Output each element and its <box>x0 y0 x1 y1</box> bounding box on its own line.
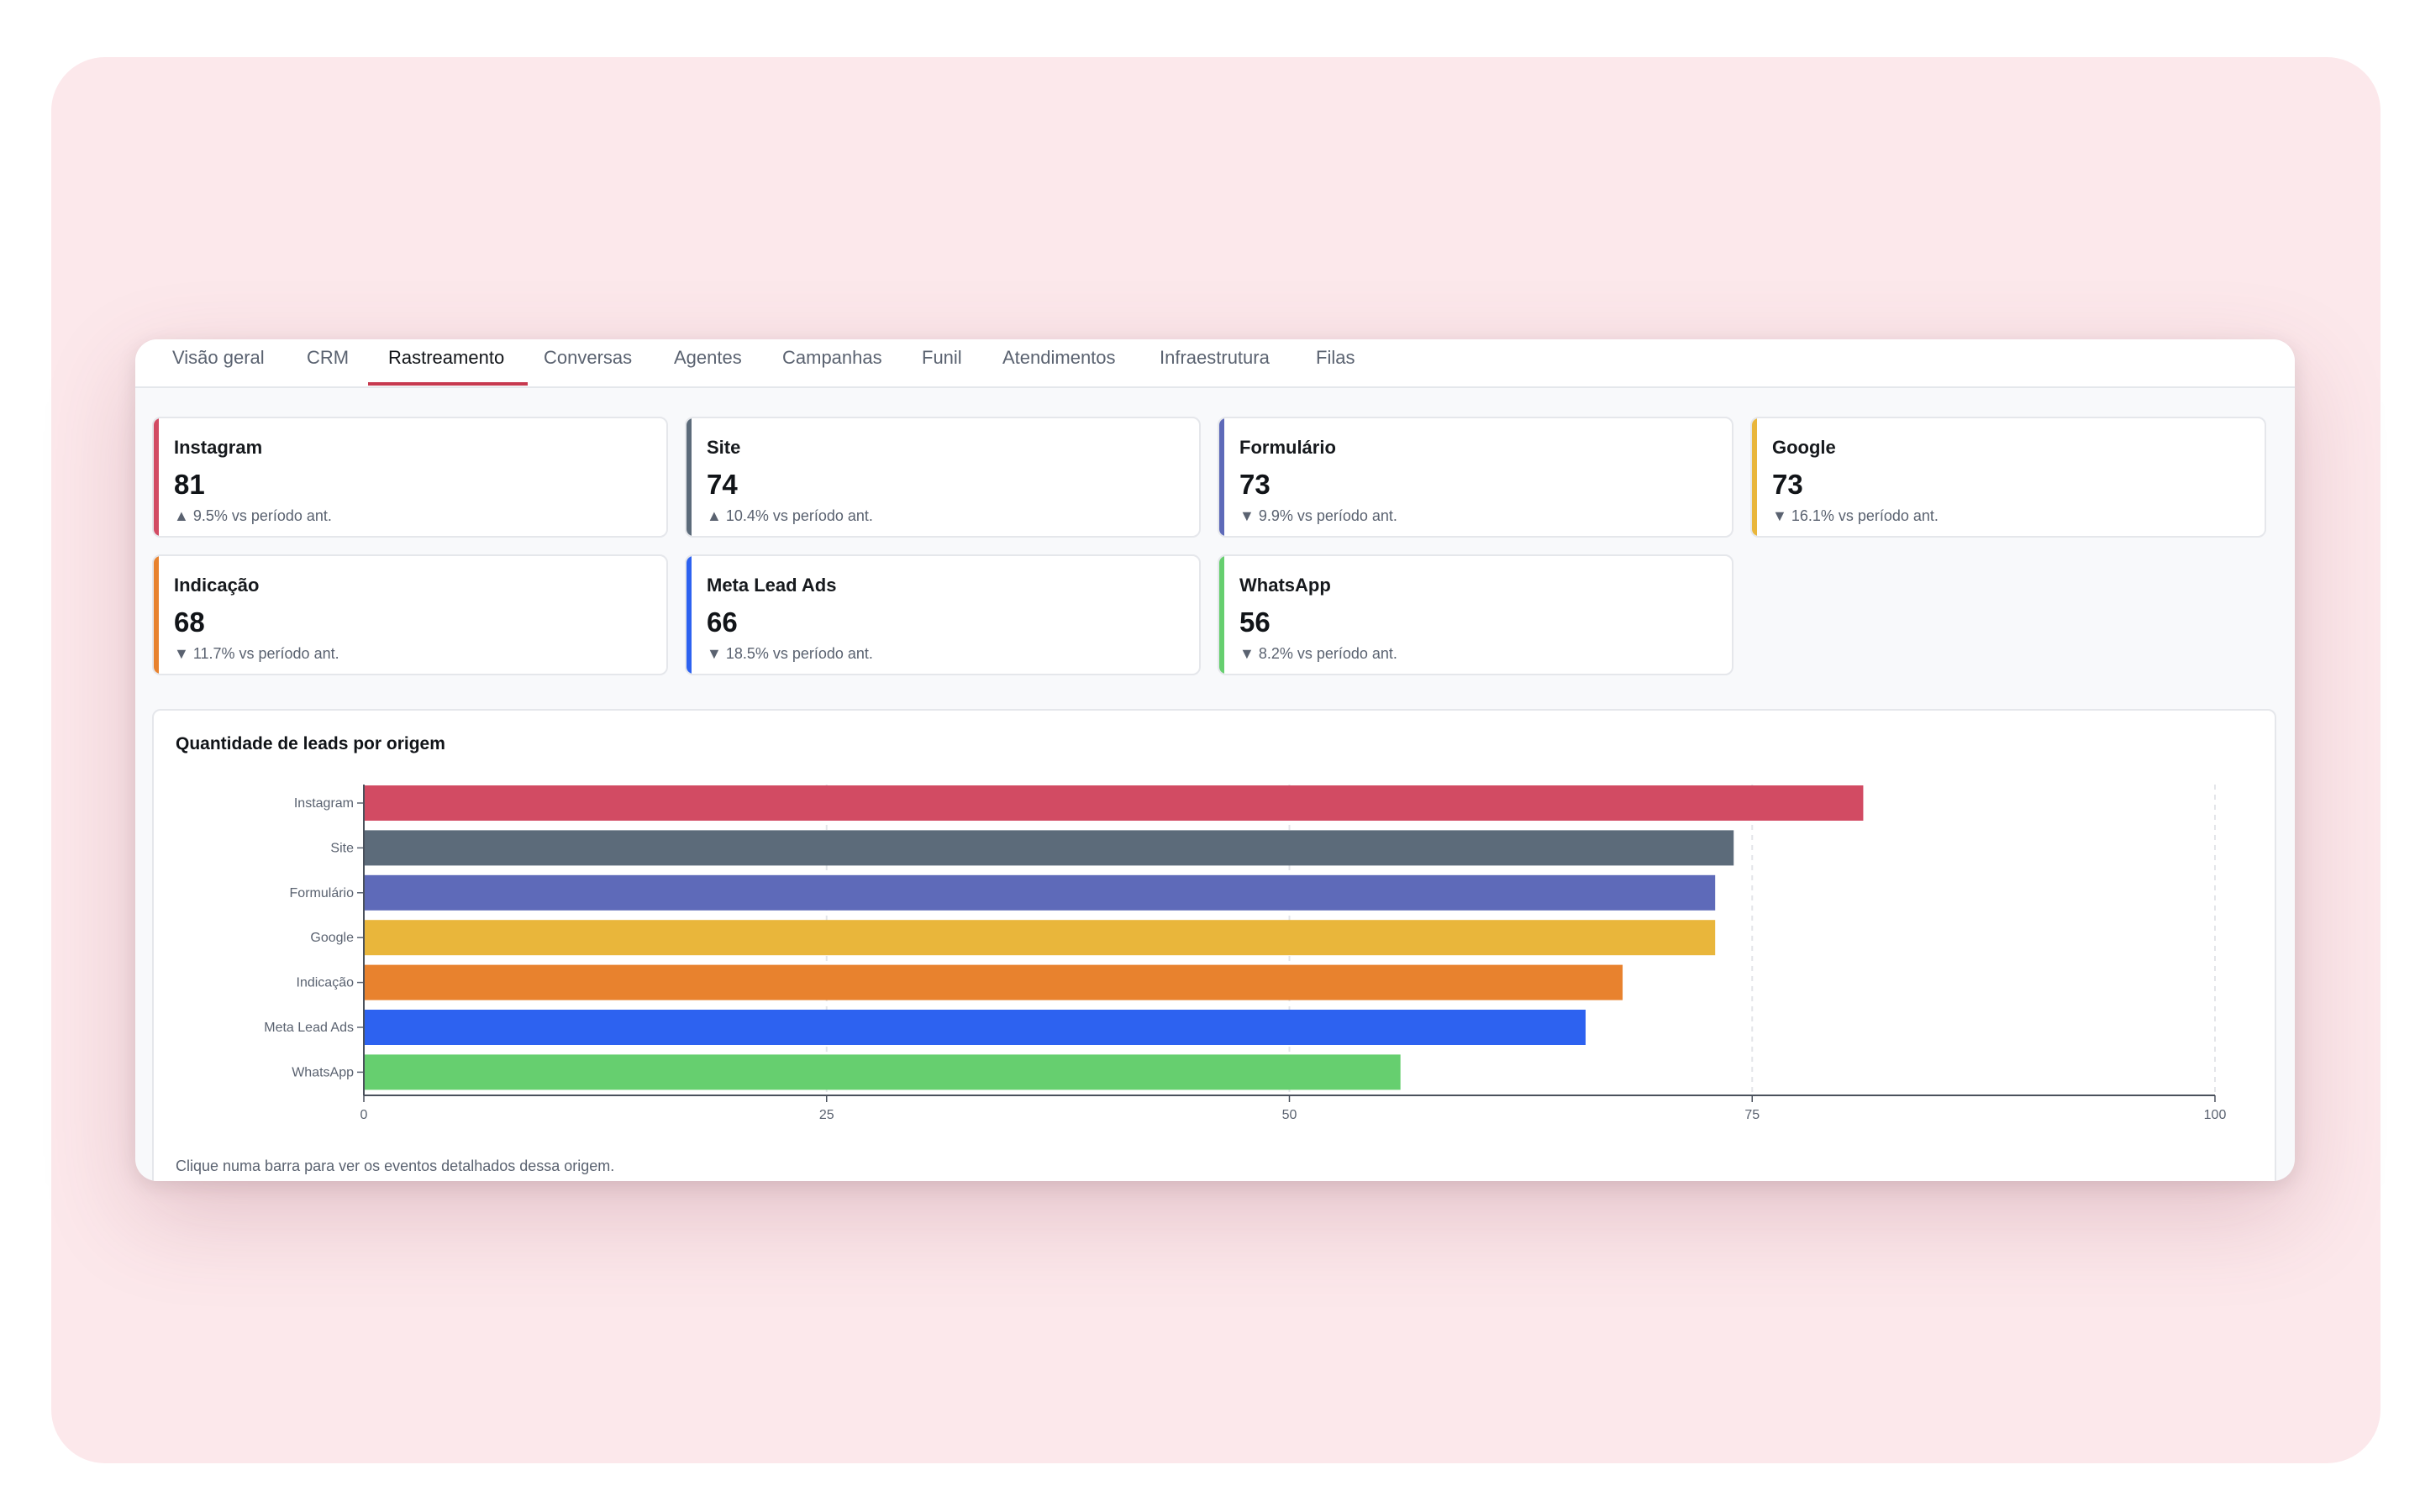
card-value: 68 <box>174 606 205 638</box>
card-delta: ▼ 11.7% vs período ant. <box>174 645 339 662</box>
tab-campanhas[interactable]: Campanhas <box>782 347 882 368</box>
chart-category-label: Meta Lead Ads <box>264 1021 354 1035</box>
chart-bar-meta-lead-ads[interactable] <box>364 1010 1586 1045</box>
card-accent-bar <box>154 418 159 536</box>
card-accent-bar <box>687 556 692 674</box>
kpi-card-google[interactable]: Google 73 ▼ 16.1% vs período ant. <box>1750 417 2266 538</box>
chart-category-label: Indicação <box>297 976 355 990</box>
card-delta: ▼ 18.5% vs período ant. <box>707 645 873 662</box>
chart-hint: Clique numa barra para ver os eventos de… <box>176 1158 615 1174</box>
chart-x-tick-label: 50 <box>1282 1108 1297 1122</box>
card-source-name: Google <box>1772 437 1836 458</box>
chart-x-tick-label: 0 <box>360 1108 368 1122</box>
card-accent-bar <box>687 418 692 536</box>
tab-funil[interactable]: Funil <box>922 347 962 368</box>
card-accent-bar <box>1219 556 1224 674</box>
chart-category-label: WhatsApp <box>292 1065 354 1079</box>
card-source-name: Indicação <box>174 575 260 596</box>
leads-by-source-chart: Instagram Site Formulário Google Indicação Me… <box>264 785 2227 1122</box>
card-accent-bar <box>154 556 159 674</box>
card-value: 56 <box>1239 606 1270 638</box>
card-source-name: Site <box>707 437 741 458</box>
card-source-name: WhatsApp <box>1239 575 1331 596</box>
chart-title: Quantidade de leads por origem <box>176 734 445 753</box>
tab-visao-geral[interactable]: Visão geral <box>172 347 265 368</box>
tab-crm[interactable]: CRM <box>307 347 350 368</box>
card-source-name: Meta Lead Ads <box>707 575 837 596</box>
card-source-name: Instagram <box>174 437 263 458</box>
card-source-name: Formulário <box>1239 437 1336 458</box>
tab-filas[interactable]: Filas <box>1316 347 1355 368</box>
card-value: 73 <box>1772 469 1803 500</box>
card-accent-bar <box>1219 418 1224 536</box>
chart-bar-indica-o[interactable] <box>364 964 1623 1000</box>
card-value: 66 <box>707 606 738 638</box>
chart-category-label: Instagram <box>294 796 354 811</box>
chart-bar-instagram[interactable] <box>364 785 1864 821</box>
tab-agentes[interactable]: Agentes <box>674 347 742 368</box>
chart-category-label: Formulário <box>290 886 355 900</box>
card-value: 73 <box>1239 469 1270 500</box>
kpi-card-formulario[interactable]: Formulário 73 ▼ 9.9% vs período ant. <box>1218 417 1733 538</box>
chart-x-tick-label: 25 <box>819 1108 834 1122</box>
tab-rastreamento[interactable]: Rastreamento <box>388 347 505 368</box>
active-tab-indicator <box>368 382 528 386</box>
card-accent-bar <box>1752 418 1757 536</box>
kpi-card-indicacao[interactable]: Indicação 68 ▼ 11.7% vs período ant. <box>152 554 668 675</box>
chart-category-label: Google <box>310 931 354 945</box>
card-delta: ▲ 9.5% vs período ant. <box>174 507 332 524</box>
leads-by-source-chart-panel: Quantidade de leads por origem Instagram… <box>152 709 2276 1181</box>
tab-atendimentos[interactable]: Atendimentos <box>1002 347 1116 368</box>
kpi-card-whatsapp[interactable]: WhatsApp 56 ▼ 8.2% vs período ant. <box>1218 554 1733 675</box>
card-delta: ▲ 10.4% vs período ant. <box>707 507 873 524</box>
kpi-card-instagram[interactable]: Instagram 81 ▲ 9.5% vs período ant. <box>152 417 668 538</box>
kpi-card-site[interactable]: Site 74 ▲ 10.4% vs período ant. <box>685 417 1201 538</box>
chart-bar-site[interactable] <box>364 830 1734 866</box>
chart-x-tick-label: 100 <box>2204 1108 2227 1122</box>
card-delta: ▼ 9.9% vs período ant. <box>1239 507 1397 524</box>
card-value: 74 <box>707 469 738 500</box>
kpi-card-meta-lead-ads[interactable]: Meta Lead Ads 66 ▼ 18.5% vs período ant. <box>685 554 1201 675</box>
chart-category-label: Site <box>330 841 354 855</box>
chart-bar-whatsapp[interactable] <box>364 1054 1401 1090</box>
tab-infraestrutura[interactable]: Infraestrutura <box>1160 347 1270 368</box>
card-delta: ▼ 16.1% vs período ant. <box>1772 507 1939 524</box>
chart-bar-google[interactable] <box>364 920 1716 956</box>
card-value: 81 <box>174 469 205 500</box>
tab-bar: Visão geral CRM Rastreamento Conversas A… <box>135 339 2295 388</box>
dashboard-window: Visão geral CRM Rastreamento Conversas A… <box>135 339 2295 1181</box>
card-delta: ▼ 8.2% vs período ant. <box>1239 645 1397 662</box>
chart-bar-formul-rio[interactable] <box>364 874 1716 911</box>
tab-conversas[interactable]: Conversas <box>544 347 633 368</box>
chart-x-tick-label: 75 <box>1744 1108 1760 1122</box>
